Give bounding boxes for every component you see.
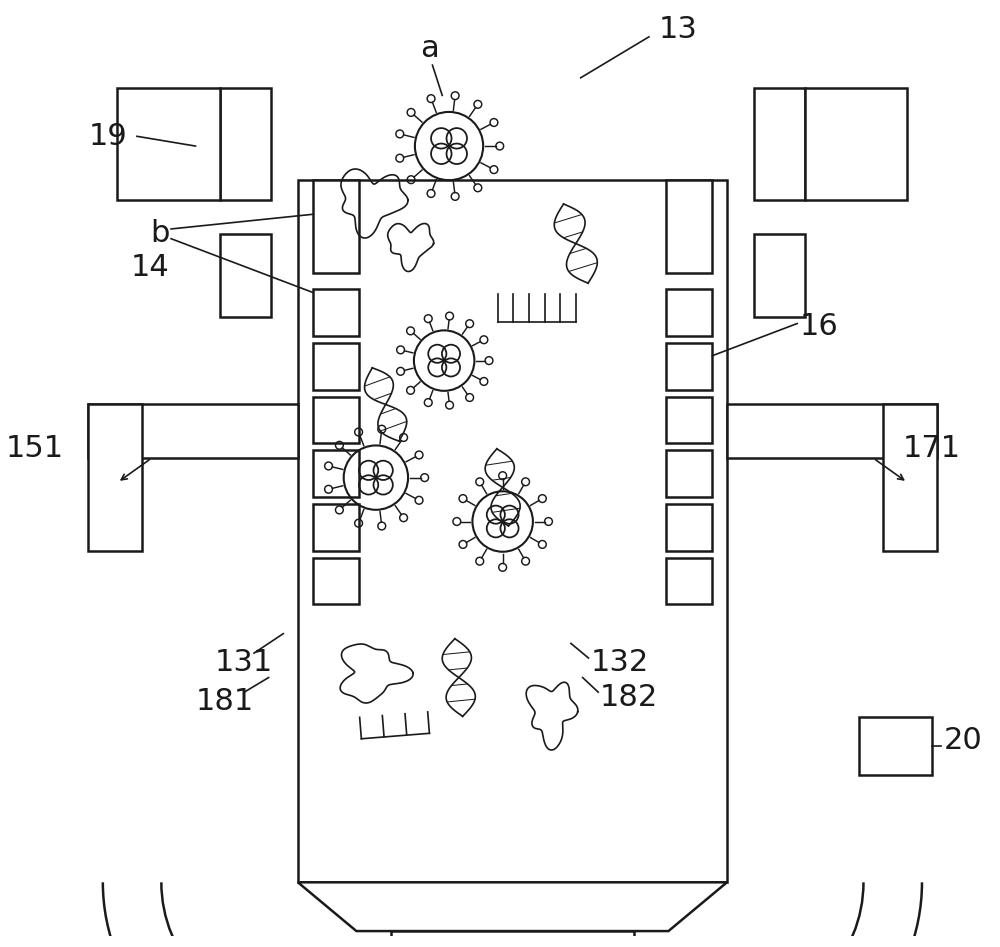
Text: 131: 131 [215, 649, 273, 677]
Bar [666, 504, 712, 551]
Text: 171: 171 [903, 434, 961, 463]
Bar [805, 87, 907, 200]
Text: 182: 182 [600, 683, 658, 711]
Bar [666, 180, 712, 273]
Bar [313, 343, 359, 390]
Text: 181: 181 [195, 688, 254, 717]
Bar [666, 451, 712, 497]
Bar [220, 234, 271, 316]
Text: b: b [150, 220, 169, 248]
Bar [666, 558, 712, 604]
Text: 132: 132 [590, 649, 649, 677]
Bar [754, 87, 805, 200]
Text: 14: 14 [130, 254, 169, 282]
Bar [313, 397, 359, 443]
Text: 20: 20 [943, 726, 982, 756]
Text: 19: 19 [88, 122, 127, 151]
Bar [859, 717, 932, 775]
Text: 13: 13 [659, 14, 698, 44]
Bar [313, 558, 359, 604]
Bar [88, 404, 298, 458]
Bar [298, 180, 727, 883]
Bar [220, 87, 271, 200]
Bar [117, 87, 220, 200]
Bar [666, 397, 712, 443]
Bar [727, 404, 937, 458]
Bar [313, 180, 359, 273]
Polygon shape [298, 883, 727, 931]
Text: 16: 16 [800, 312, 839, 341]
Bar [883, 404, 937, 551]
Bar [313, 504, 359, 551]
Bar [666, 290, 712, 336]
Text: a: a [420, 34, 439, 63]
Text: 151: 151 [6, 434, 64, 463]
Bar [391, 931, 634, 947]
Bar [313, 290, 359, 336]
Bar [666, 343, 712, 390]
Bar [754, 234, 805, 316]
Bar [88, 404, 142, 551]
Bar [313, 451, 359, 497]
